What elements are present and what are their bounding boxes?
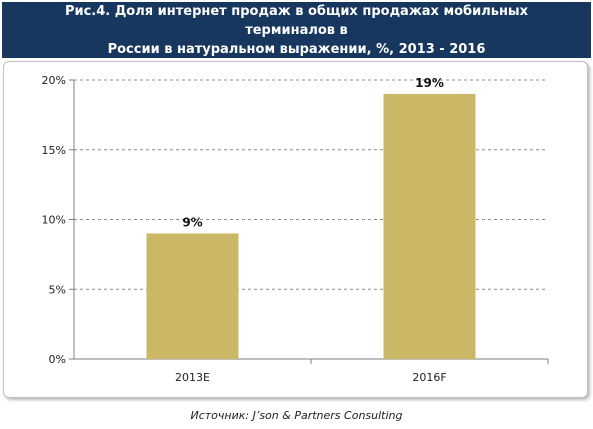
chart-title-line-2: России в натуральном выражении, %, 2013 … [107,41,486,57]
y-tick-label: 0% [49,353,66,366]
x-tick-label: 2016F [412,371,446,384]
bar-chart: 0% 5% 10% 15% 20% 9% 2013E 19% 2016F [42,74,549,384]
data-label: 9% [182,215,202,229]
source-note: Источник: J’son & Partners Consulting [190,409,403,422]
bar [146,233,239,359]
bar [383,93,476,359]
y-tick-label: 20% [42,74,66,87]
data-label: 19% [415,76,444,90]
y-tick-label: 15% [42,144,66,157]
chart-title-line-1: Рис.4. Доля интернет продаж в общих прод… [64,3,529,38]
y-tick-label: 5% [49,283,66,296]
x-tick-label: 2013E [175,371,210,384]
chart-panel: 0% 5% 10% 15% 20% 9% 2013E 19% 2016F [3,61,588,398]
chart-title-banner: Рис.4. Доля интернет продаж в общих прод… [2,2,591,58]
y-tick-label: 10% [42,214,66,227]
